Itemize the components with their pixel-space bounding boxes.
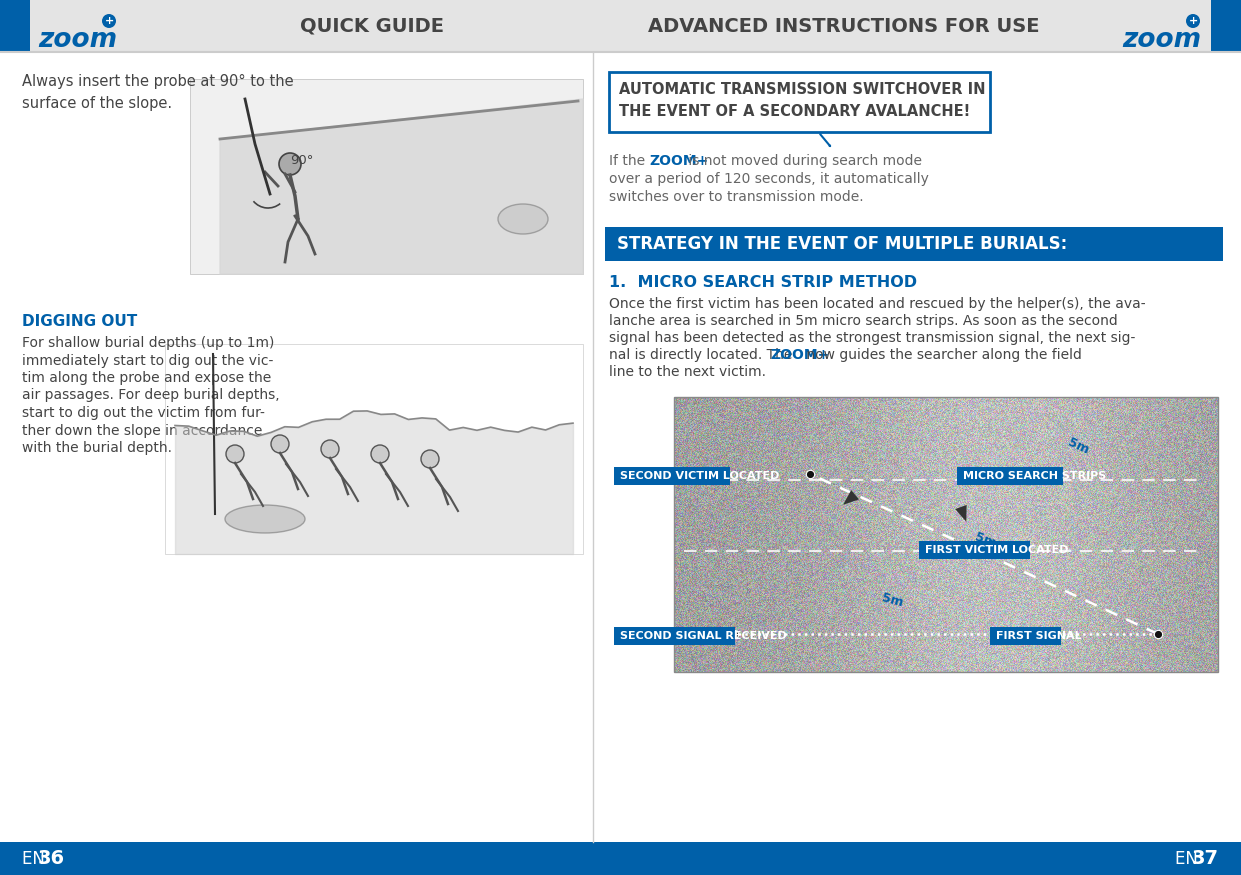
Text: zoom: zoom: [1122, 27, 1201, 53]
Text: THE EVENT OF A SECONDARY AVALANCHE!: THE EVENT OF A SECONDARY AVALANCHE!: [619, 104, 970, 119]
Text: signal has been detected as the strongest transmission signal, the next sig-: signal has been detected as the stronges…: [609, 331, 1136, 345]
Circle shape: [226, 445, 244, 463]
Text: ZOOM+: ZOOM+: [649, 154, 709, 168]
Circle shape: [421, 450, 439, 468]
Bar: [190, 79, 583, 274]
Text: FIRST SIGNAL: FIRST SIGNAL: [995, 631, 1081, 641]
Text: 5m: 5m: [1066, 436, 1091, 457]
FancyBboxPatch shape: [609, 72, 989, 132]
Bar: [606, 227, 1222, 261]
Text: now guides the searcher along the field: now guides the searcher along the field: [803, 348, 1082, 362]
Text: AUTOMATIC TRANSMISSION SWITCHOVER IN: AUTOMATIC TRANSMISSION SWITCHOVER IN: [619, 82, 985, 97]
Text: EN: EN: [1175, 850, 1203, 867]
Bar: [1211, 0, 1241, 52]
FancyArrowPatch shape: [820, 134, 830, 146]
Bar: [674, 397, 1217, 672]
Text: FIRST VICTIM LOCATED: FIRST VICTIM LOCATED: [925, 545, 1069, 556]
Circle shape: [279, 153, 302, 175]
Text: 1.  MICRO SEARCH STRIP METHOD: 1. MICRO SEARCH STRIP METHOD: [609, 275, 917, 290]
Bar: [0, 0, 30, 52]
Text: ZOOM+: ZOOM+: [771, 348, 830, 362]
Bar: [614, 627, 735, 645]
Text: +: +: [1189, 16, 1198, 26]
Bar: [957, 467, 1064, 485]
Text: start to dig out the victim from fur-: start to dig out the victim from fur-: [22, 406, 264, 420]
Text: 5m: 5m: [881, 592, 905, 610]
Bar: [0, 842, 1241, 875]
Bar: [614, 467, 730, 485]
Circle shape: [321, 440, 339, 458]
Text: DIGGING OUT: DIGGING OUT: [22, 314, 138, 329]
Text: QUICK GUIDE: QUICK GUIDE: [300, 17, 444, 36]
Ellipse shape: [498, 204, 549, 234]
Text: STRATEGY IN THE EVENT OF MULTIPLE BURIALS:: STRATEGY IN THE EVENT OF MULTIPLE BURIAL…: [617, 235, 1067, 253]
Circle shape: [102, 14, 115, 28]
Text: 5m: 5m: [973, 530, 998, 550]
Text: air passages. For deep burial depths,: air passages. For deep burial depths,: [22, 388, 279, 402]
Text: is not moved during search mode: is not moved during search mode: [684, 154, 922, 168]
Text: For shallow burial depths (up to 1m): For shallow burial depths (up to 1m): [22, 336, 274, 350]
Text: +: +: [104, 16, 114, 26]
Text: 37: 37: [1193, 849, 1219, 868]
Text: ADVANCED INSTRUCTIONS FOR USE: ADVANCED INSTRUCTIONS FOR USE: [648, 17, 1040, 36]
Text: Always insert the probe at 90° to the
surface of the slope.: Always insert the probe at 90° to the su…: [22, 74, 294, 111]
Polygon shape: [843, 490, 859, 505]
Text: tim along the probe and expose the: tim along the probe and expose the: [22, 371, 272, 385]
Text: If the: If the: [609, 154, 649, 168]
Bar: [989, 627, 1061, 645]
Text: with the burial depth.: with the burial depth.: [22, 441, 172, 455]
Polygon shape: [956, 505, 967, 522]
Circle shape: [1186, 14, 1200, 28]
Circle shape: [371, 445, 388, 463]
Text: MICRO SEARCH STRIPS: MICRO SEARCH STRIPS: [963, 471, 1106, 481]
Polygon shape: [220, 99, 583, 274]
Text: Once the first victim has been located and rescued by the helper(s), the ava-: Once the first victim has been located a…: [609, 297, 1145, 311]
Text: EN: EN: [22, 850, 50, 867]
Text: lanche area is searched in 5m micro search strips. As soon as the second: lanche area is searched in 5m micro sear…: [609, 314, 1118, 328]
Bar: [0, 0, 1241, 52]
Text: SECOND SIGNAL RECEIVED: SECOND SIGNAL RECEIVED: [620, 631, 787, 641]
Circle shape: [271, 435, 289, 453]
Text: nal is directly located. The: nal is directly located. The: [609, 348, 797, 362]
Text: zoom: zoom: [38, 27, 117, 53]
Text: 36: 36: [38, 849, 65, 868]
Text: over a period of 120 seconds, it automatically: over a period of 120 seconds, it automat…: [609, 172, 928, 186]
Text: SECOND VICTIM LOCATED: SECOND VICTIM LOCATED: [620, 471, 779, 481]
Text: switches over to transmission mode.: switches over to transmission mode.: [609, 190, 864, 204]
Text: 90°: 90°: [290, 155, 314, 167]
Ellipse shape: [225, 505, 305, 533]
Bar: [918, 542, 1030, 559]
Text: line to the next victim.: line to the next victim.: [609, 365, 766, 379]
Bar: [165, 344, 583, 554]
Text: immediately start to dig out the vic-: immediately start to dig out the vic-: [22, 354, 273, 367]
Text: ther down the slope in accordance: ther down the slope in accordance: [22, 424, 262, 438]
